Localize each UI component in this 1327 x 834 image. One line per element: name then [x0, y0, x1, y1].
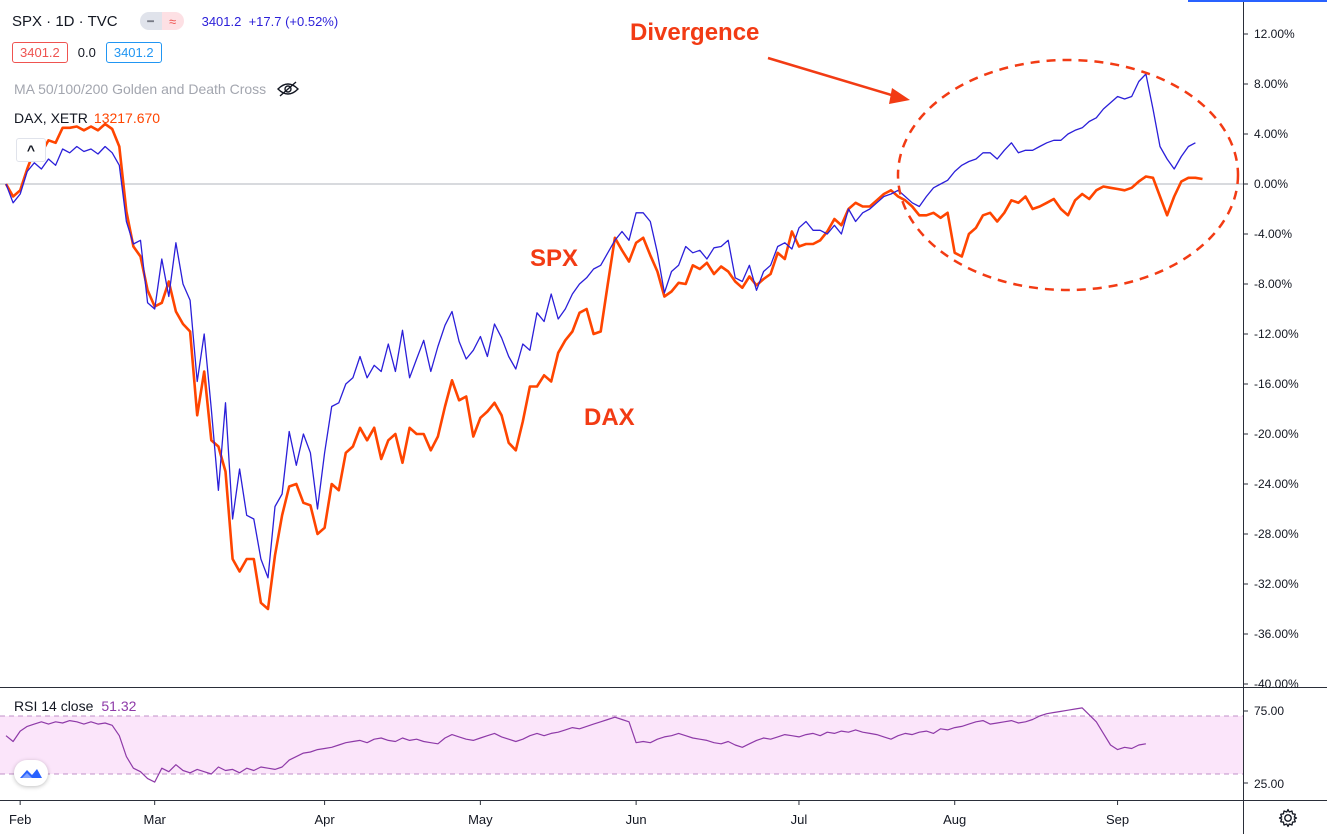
- divergence-arrow-head: [889, 88, 910, 104]
- chevron-up-icon: ^: [26, 142, 36, 158]
- rsi-upper-label: 75.00: [1254, 704, 1284, 718]
- compare-value: 13217.670: [93, 110, 161, 126]
- divergence-arrow-shaft: [767, 56, 899, 99]
- y-axis-label: -36.00%: [1254, 627, 1299, 641]
- x-axis-label: May: [468, 812, 493, 827]
- rsi-legend[interactable]: RSI 14 close 51.32: [14, 698, 136, 714]
- y-axis-label: 12.00%: [1254, 27, 1295, 41]
- spx-series-line: [5, 73, 1196, 579]
- tradingview-logo-icon: [20, 769, 42, 778]
- y-axis-label: -28.00%: [1254, 527, 1299, 541]
- eye-off-icon[interactable]: ━: [139, 12, 162, 30]
- price-box-red: 3401.2: [12, 42, 68, 63]
- x-axis-label: Jun: [626, 812, 647, 827]
- ma-indicator-legend[interactable]: MA 50/100/200 Golden and Death Cross: [14, 81, 300, 97]
- y-axis-label: -4.00%: [1254, 227, 1292, 241]
- rsi-value: 51.32: [101, 698, 137, 714]
- compare-symbol: DAX, XETR: [14, 110, 88, 126]
- y-axis-label: -16.00%: [1254, 377, 1299, 391]
- symbol-legend: SPX · 1D · TVC ━ ≈ 3401.2 +17.7 (+0.52%): [12, 12, 338, 30]
- x-axis-label: Aug: [943, 812, 966, 827]
- ma-indicator-label: MA 50/100/200 Golden and Death Cross: [14, 81, 267, 97]
- compare-wave-icon[interactable]: ≈: [161, 12, 184, 30]
- y-axis-label: -8.00%: [1254, 277, 1292, 291]
- rsi-lower-label: 25.00: [1254, 777, 1284, 791]
- y-axis-label: 8.00%: [1254, 77, 1288, 91]
- x-axis-label: Jul: [791, 812, 808, 827]
- y-axis-label: -12.00%: [1254, 327, 1299, 341]
- price-box-blue: 3401.2: [105, 42, 162, 63]
- tradingview-logo-button[interactable]: [14, 760, 48, 786]
- y-axis-label: -20.00%: [1254, 427, 1299, 441]
- y-axis-label: -32.00%: [1254, 577, 1299, 591]
- y-axis-label: 0.00%: [1254, 177, 1288, 191]
- price-boxes: 3401.2 0.0 3401.2: [12, 42, 162, 63]
- y-axis-label: -40.00%: [1254, 677, 1299, 691]
- divergence-annotation: Divergence: [630, 19, 759, 46]
- rsi-series-line: [5, 707, 1147, 783]
- legend-toggle-group[interactable]: ━ ≈: [139, 12, 184, 30]
- rsi-band: [0, 716, 1243, 774]
- y-axis-label: -24.00%: [1254, 477, 1299, 491]
- divergence-ellipse: [896, 58, 1240, 292]
- dax-series-line: [4, 122, 1203, 611]
- symbol-quote: 3401.2 +17.7 (+0.52%): [201, 13, 339, 29]
- symbol-title[interactable]: SPX · 1D · TVC: [12, 12, 118, 30]
- rsi-label: RSI 14 close: [14, 698, 94, 714]
- compare-legend[interactable]: DAX, XETR 13217.670: [14, 110, 160, 126]
- top-right-accent: [1188, 0, 1327, 2]
- price-mid-value: 0.0: [77, 45, 96, 60]
- x-axis-label: Mar: [143, 812, 166, 827]
- spx-annotation: SPX: [530, 245, 578, 272]
- x-axis-label: Feb: [9, 812, 31, 827]
- x-axis-label: Apr: [314, 812, 335, 827]
- hidden-eye-icon[interactable]: [276, 81, 300, 97]
- gear-icon: [1278, 808, 1298, 828]
- dax-annotation: DAX: [584, 404, 635, 431]
- y-axis-label: 4.00%: [1254, 127, 1288, 141]
- settings-button[interactable]: [1276, 806, 1300, 830]
- x-axis-label: Sep: [1106, 812, 1129, 827]
- collapse-legend-button[interactable]: ^: [16, 138, 46, 162]
